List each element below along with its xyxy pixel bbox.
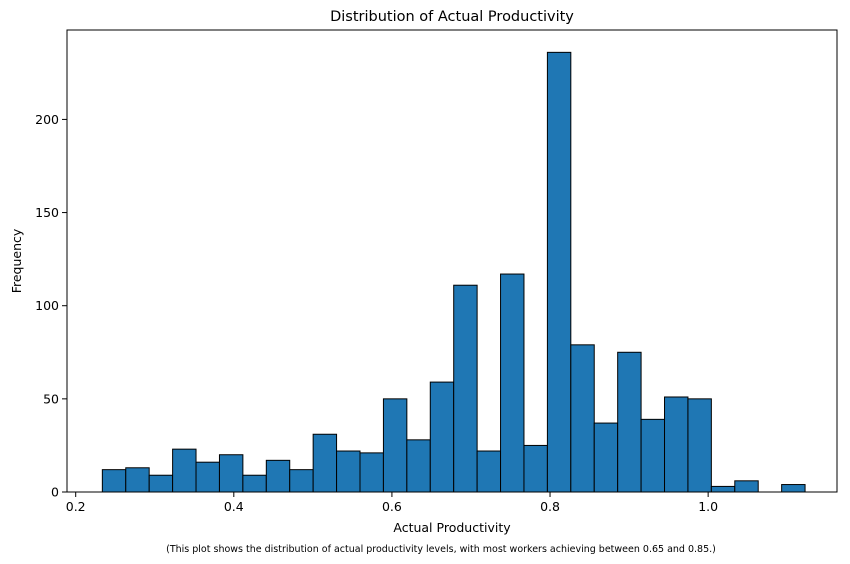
histogram-bar: [101, 469, 127, 493]
histogram-bar: [687, 398, 712, 493]
x-tick-label: 0.6: [382, 499, 402, 514]
histogram-bar: [523, 444, 548, 493]
histogram-bar: [359, 452, 384, 493]
histogram-bar: [781, 484, 806, 493]
histogram-bar: [195, 461, 220, 493]
chart-title: Distribution of Actual Productivity: [330, 9, 574, 25]
plot-frame: [66, 29, 838, 493]
histogram-bar: [312, 433, 338, 493]
histogram-bar: [289, 469, 314, 493]
x-tick-label: 0.4: [224, 499, 244, 514]
histogram-bar: [640, 418, 666, 493]
histogram-bar: [125, 467, 150, 493]
histogram-bar: [570, 344, 595, 493]
y-tick-label: 150: [35, 205, 59, 220]
histogram-bar: [734, 480, 759, 493]
histogram-bar: [546, 51, 572, 493]
histogram-bar: [172, 448, 197, 493]
histogram-bar: [336, 450, 361, 493]
y-axis-ticks: 0 50 100 150 200: [35, 112, 67, 500]
y-tick-label: 200: [35, 112, 59, 127]
histogram-bar: [218, 454, 244, 493]
x-axis-ticks: 0.2 0.4 0.6 0.8 1.0: [66, 492, 718, 514]
y-tick-label: 50: [43, 391, 59, 406]
histogram-bar: [617, 351, 642, 493]
histogram-bar: [148, 474, 174, 493]
histogram-bar: [453, 284, 478, 493]
histogram-bar: [593, 422, 619, 493]
histogram-bar: [406, 439, 431, 493]
y-tick-label: 0: [51, 485, 59, 500]
chart-caption: (This plot shows the distribution of act…: [166, 544, 716, 555]
x-axis-label: Actual Productivity: [393, 520, 511, 535]
y-tick-label: 100: [35, 298, 59, 313]
histogram-bar: [242, 474, 267, 493]
histogram-bar: [382, 398, 408, 493]
x-tick-label: 1.0: [698, 499, 718, 514]
histogram-bar: [476, 450, 502, 493]
histogram-bar: [429, 381, 455, 493]
bars-group: [101, 51, 806, 493]
histogram-bar: [710, 485, 736, 493]
x-tick-label: 0.8: [540, 499, 560, 514]
histogram-bar: [664, 396, 689, 493]
histogram-bar: [265, 459, 291, 493]
y-axis-label: Frequency: [9, 228, 24, 293]
x-tick-label: 0.2: [66, 499, 86, 514]
histogram-bar: [500, 273, 525, 493]
